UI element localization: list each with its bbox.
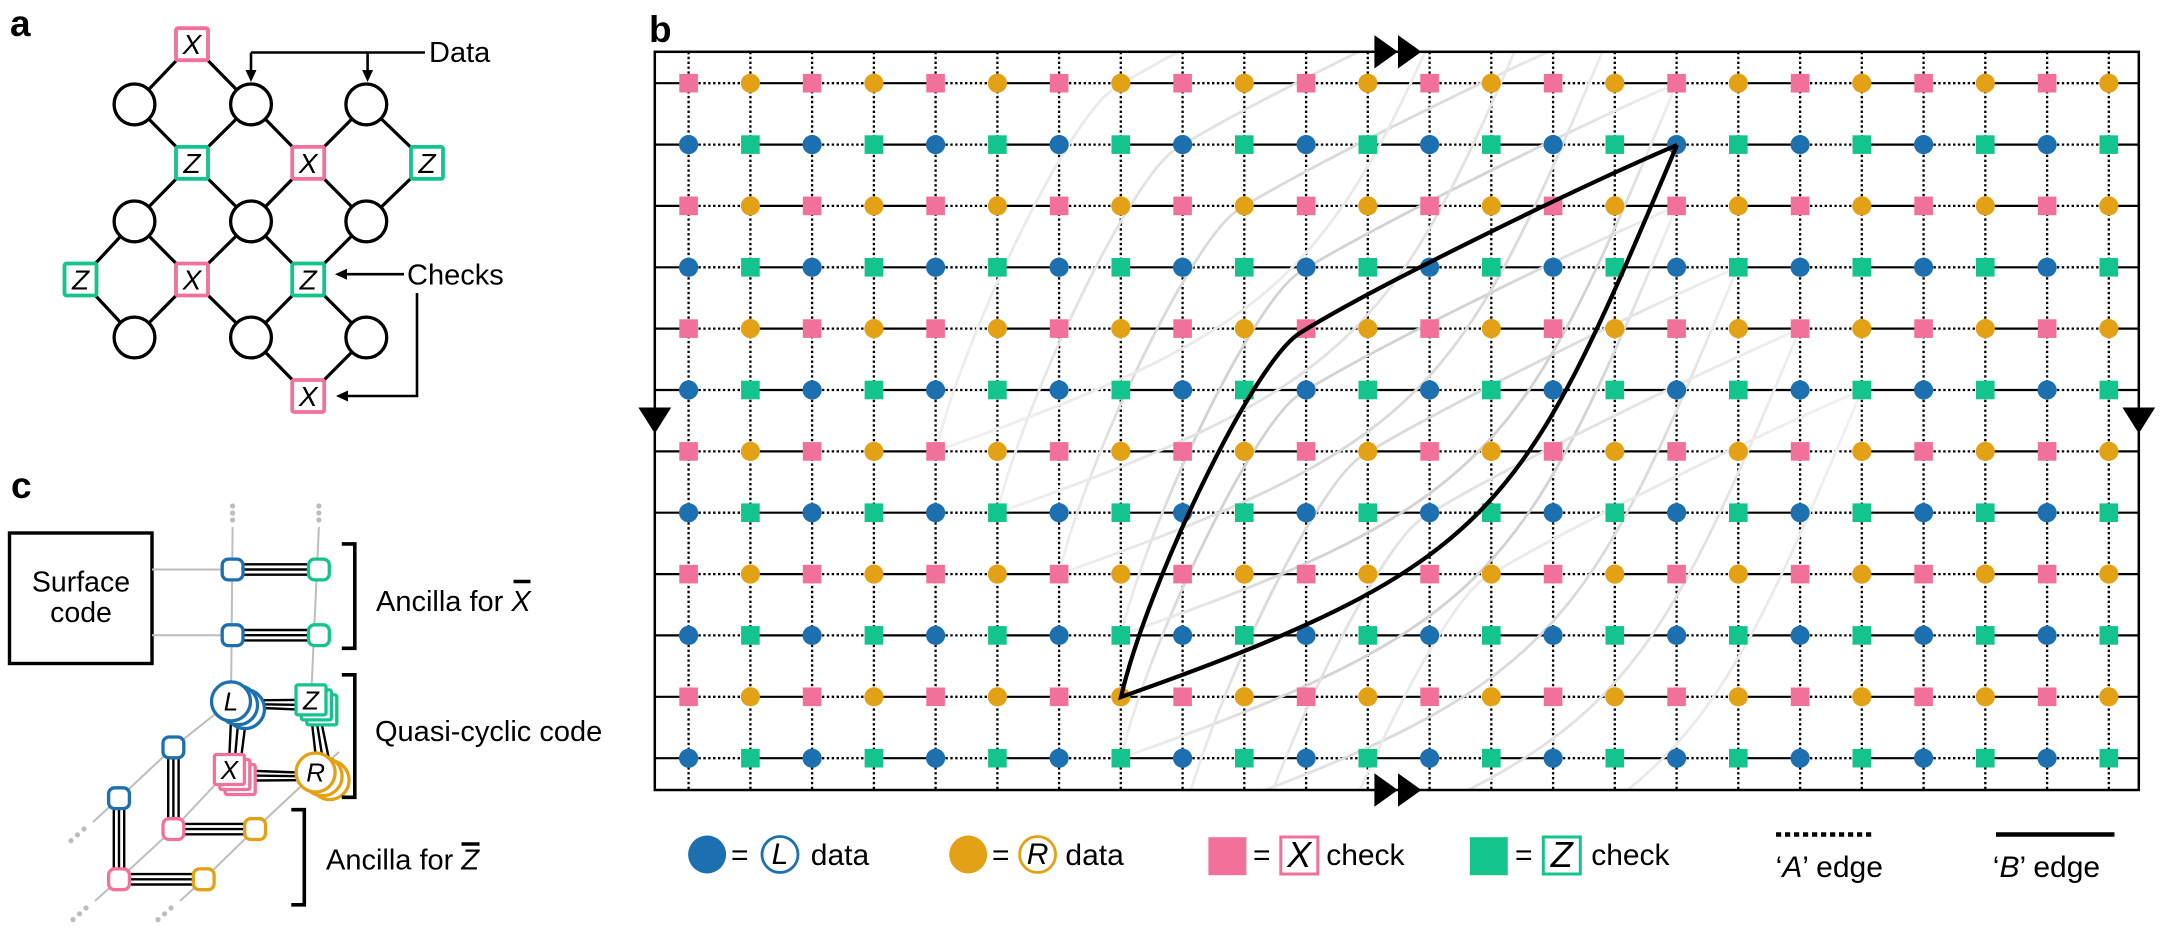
svg-text:Z: Z [182, 148, 201, 179]
svg-text:L: L [772, 838, 789, 871]
svg-text:data: data [1065, 839, 1124, 872]
svg-text:X: X [220, 755, 240, 785]
svg-text:check: check [1326, 839, 1405, 872]
svg-text:c: c [11, 465, 32, 506]
svg-text:=: = [992, 839, 1010, 872]
svg-text:‘B’ edge: ‘B’ edge [1993, 851, 2100, 884]
svg-text:check: check [1591, 839, 1670, 872]
svg-text:code: code [50, 597, 112, 629]
svg-text:Ancilla for Z: Ancilla for Z [326, 845, 480, 877]
svg-text:Z: Z [302, 685, 320, 715]
svg-text:a: a [10, 3, 31, 44]
svg-text:X: X [182, 29, 203, 60]
svg-text:X: X [182, 265, 203, 296]
svg-text:L: L [224, 686, 238, 716]
svg-text:b: b [649, 9, 672, 50]
svg-text:R: R [306, 758, 325, 788]
svg-text:R: R [1027, 838, 1049, 871]
svg-text:Data: Data [429, 37, 491, 69]
svg-text:X: X [1286, 834, 1313, 875]
svg-text:=: = [1515, 839, 1533, 872]
svg-text:Z: Z [71, 265, 90, 296]
svg-text:data: data [811, 839, 870, 872]
svg-text:Quasi-cyclic code: Quasi-cyclic code [375, 716, 602, 748]
svg-text:Checks: Checks [407, 260, 504, 292]
svg-text:Z: Z [299, 265, 318, 296]
svg-text:Ancilla for X: Ancilla for X [376, 586, 532, 618]
svg-text:X: X [298, 381, 319, 412]
svg-text:‘A’ edge: ‘A’ edge [1776, 851, 1883, 884]
svg-text:Z: Z [1550, 834, 1574, 875]
svg-text:=: = [1253, 839, 1271, 872]
svg-text:X: X [298, 148, 319, 179]
svg-text:Z: Z [417, 148, 436, 179]
svg-text:=: = [731, 839, 749, 872]
svg-text:Surface: Surface [32, 567, 130, 599]
